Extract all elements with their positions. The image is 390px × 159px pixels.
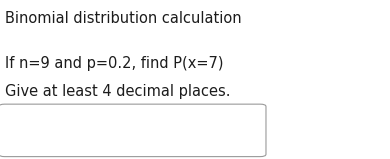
- FancyBboxPatch shape: [0, 104, 266, 157]
- Text: Binomial distribution calculation: Binomial distribution calculation: [5, 11, 241, 26]
- Text: Give at least 4 decimal places.: Give at least 4 decimal places.: [5, 84, 230, 99]
- Text: If n=9 and p=0.2, find P(x=7): If n=9 and p=0.2, find P(x=7): [5, 56, 223, 71]
